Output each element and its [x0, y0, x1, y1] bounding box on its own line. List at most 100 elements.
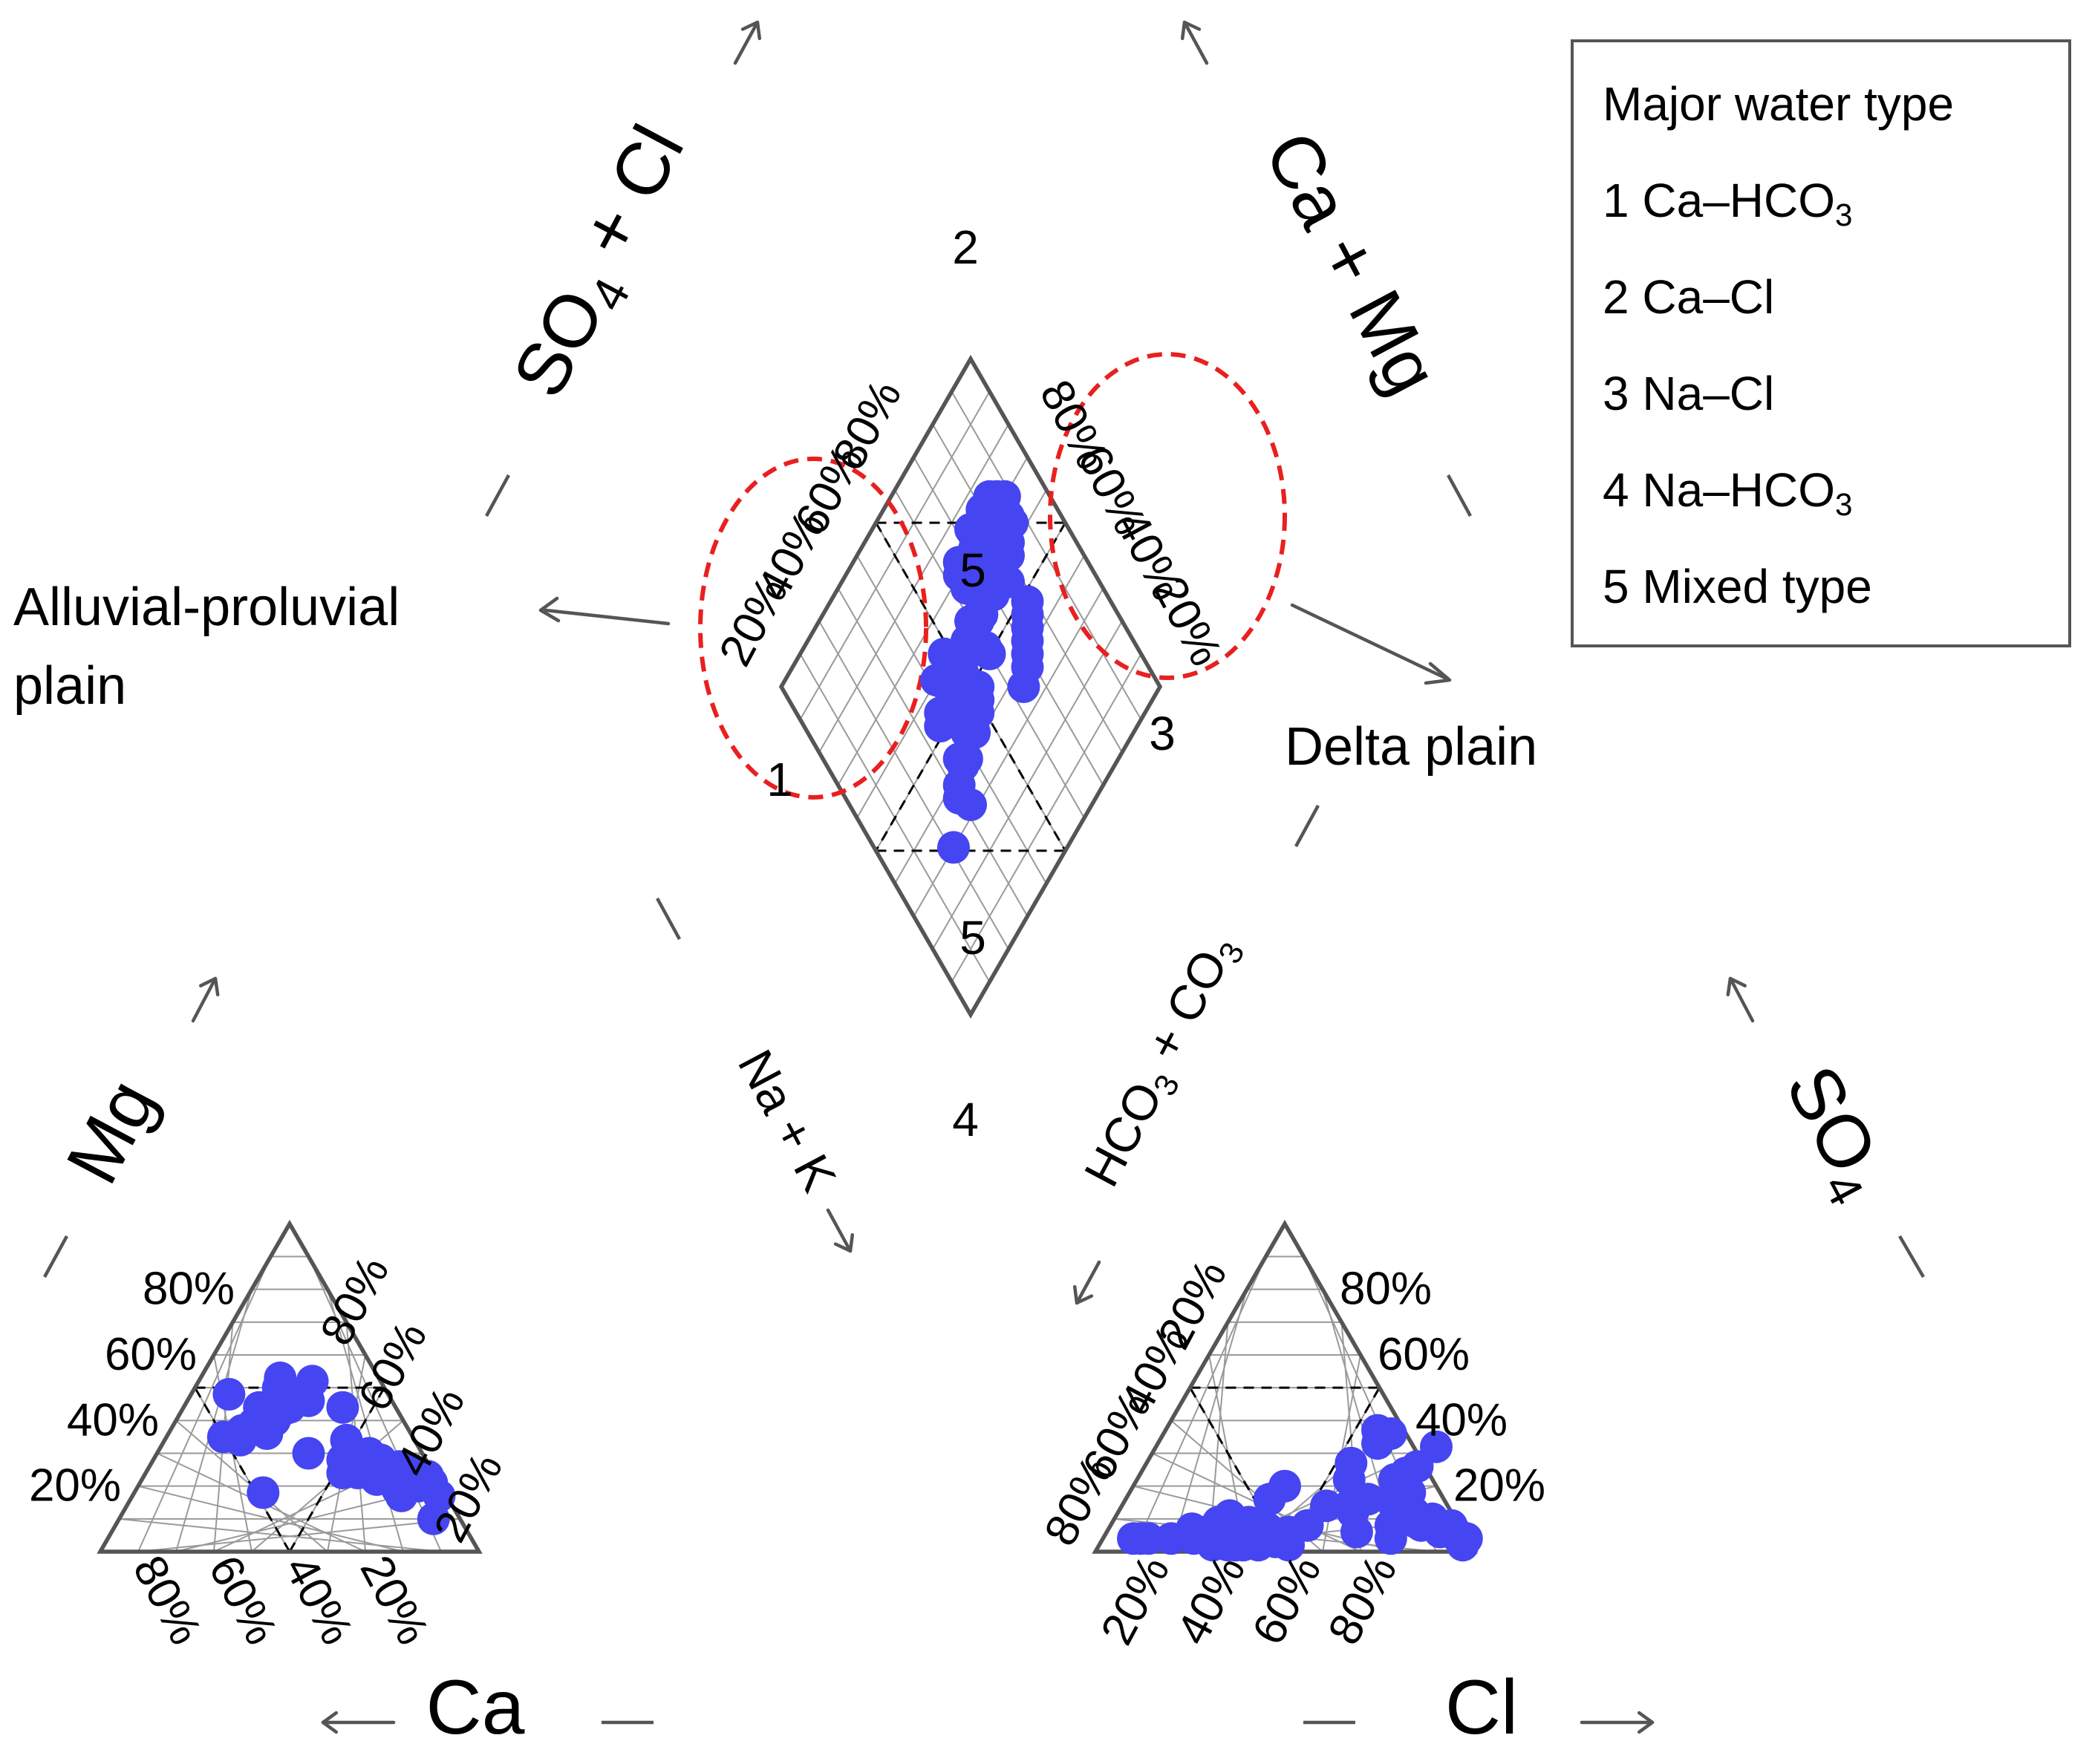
- zone-label-3: 3: [1149, 707, 1176, 760]
- diamond-sample-point: [965, 598, 999, 631]
- diamond-region-line: [875, 522, 1066, 852]
- hco3-axis-dash: [1294, 804, 1320, 848]
- diamond-sample-point: [962, 631, 995, 664]
- legend-box: [1571, 39, 2071, 647]
- tick-label-ca: 80%: [123, 1547, 212, 1653]
- zone-label-2: 2: [952, 220, 979, 274]
- anion-sample-point: [1374, 1417, 1407, 1450]
- diamond-sample-point: [950, 546, 983, 579]
- ca-mg-axis-dash: [1447, 474, 1472, 517]
- legend-item-4: 4 Na–HCO3: [1603, 463, 1853, 522]
- tick-label-cl: 80%: [1318, 1547, 1407, 1653]
- so4-cl-axis-arrow: [733, 20, 760, 65]
- ca-mg-axis-arrow: [1182, 20, 1209, 65]
- axis-arrows: [43, 20, 1925, 1734]
- alluvial-plain-circle: [698, 457, 928, 800]
- cation-sample-point: [417, 1502, 450, 1535]
- tick-label-so4: 40%: [1415, 1394, 1508, 1446]
- diamond-sample-point: [992, 565, 1025, 598]
- cation-region-line: [194, 1387, 291, 1552]
- zone-label-5-upper: 5: [959, 543, 986, 597]
- tick-label-mg: 80%: [143, 1264, 235, 1315]
- axis-title-so4: SO4: [1763, 1053, 1906, 1214]
- anion-sample-point: [1253, 1483, 1286, 1516]
- tick-label-ca: 40%: [275, 1547, 363, 1653]
- tick-label-cl: 20%: [1091, 1547, 1179, 1653]
- cation-sample-point: [250, 1417, 284, 1450]
- legend: Major water type 1 Ca–HCO3 2 Ca–Cl 3 Na–…: [1571, 39, 2071, 647]
- legend-item-3: 3 Na–Cl: [1603, 367, 1774, 420]
- axis-title-ca: Ca: [426, 1665, 525, 1751]
- diamond-sample-point: [954, 513, 987, 546]
- anion-region-line: [1283, 1387, 1381, 1552]
- mg-axis-arrow: [191, 976, 218, 1023]
- tick-label-so4: 20%: [1453, 1460, 1545, 1512]
- hco3-axis-arrow: [1075, 1260, 1101, 1305]
- anion-sample-point: [1332, 1489, 1366, 1523]
- cation-sample-point: [247, 1476, 280, 1509]
- legend-item-5: 5 Mixed type: [1603, 560, 1872, 613]
- so4-axis-arrow: [1728, 976, 1755, 1023]
- cation-sample-point: [326, 1391, 359, 1424]
- mg-axis-dash: [43, 1235, 68, 1278]
- cation-sample-point: [264, 1361, 297, 1394]
- anion-sample-point: [1340, 1515, 1373, 1549]
- axis-title-cl: Cl: [1445, 1665, 1518, 1751]
- annotation-alluvial-line2: plain: [13, 656, 126, 716]
- diamond-sample-point: [950, 742, 983, 776]
- so4-cl-axis-dash: [485, 474, 510, 517]
- delta-plain-circle: [1048, 352, 1287, 680]
- na-k-axis-dash: [656, 897, 681, 941]
- axis-title-hco3-co3: HCO3 + CO3: [1069, 925, 1257, 1198]
- tick-label-mg: 40%: [67, 1394, 159, 1446]
- cation-sample-point: [296, 1365, 329, 1398]
- tick-label-so4: 60%: [1378, 1329, 1470, 1380]
- cation-sample-point: [411, 1460, 445, 1493]
- legend-item-1: 1 Ca–HCO3: [1603, 174, 1853, 232]
- axis-title-so4-cl: SO4 + Cl: [491, 112, 713, 414]
- diamond-sample-point: [992, 500, 1025, 533]
- zone-label-5-lower: 5: [959, 911, 986, 964]
- cation-sample-point: [212, 1378, 246, 1411]
- diamond-gridline-b: [913, 587, 1104, 917]
- ca-axis-arrow-head: [321, 1711, 339, 1734]
- annotation-alluvial-arrowhead: [538, 596, 561, 623]
- tick-label-mg: 20%: [29, 1460, 121, 1512]
- zone-label-1: 1: [766, 753, 793, 806]
- anion-sample-point: [1399, 1506, 1432, 1539]
- axis-title-mg: Mg: [50, 1066, 172, 1196]
- diamond-sample-point: [924, 696, 957, 730]
- annotation-delta: Delta plain: [1285, 717, 1537, 777]
- diamond-outline: [778, 354, 1163, 1019]
- tick-label-mg: 60%: [105, 1329, 197, 1380]
- cation-outline: [97, 1219, 483, 1554]
- anion-sample-point: [1420, 1430, 1453, 1463]
- annotation-delta-pointer: [1290, 603, 1450, 682]
- axis-title-na-k: Na + K: [728, 1041, 847, 1200]
- anion-sample-point: [1310, 1489, 1343, 1523]
- so4-cl-axis-arrow-head: [740, 20, 762, 41]
- mg-axis-arrow-head: [199, 976, 220, 997]
- tick-label-ca: 20%: [351, 1547, 439, 1653]
- so4-axis-arrow-head: [1726, 976, 1747, 997]
- anion-sample-point: [1450, 1522, 1483, 1555]
- tick-label-ca: 60%: [199, 1547, 287, 1653]
- hco3-axis-arrow-head: [1072, 1284, 1094, 1305]
- ca-mg-axis-arrow-head: [1180, 20, 1202, 41]
- legend-title: Major water type: [1603, 77, 1954, 131]
- anion-sample-point: [1155, 1522, 1187, 1555]
- tick-label-cl: 40%: [1167, 1547, 1255, 1653]
- axis-title-ca-mg: Ca + Mg: [1248, 119, 1455, 408]
- legend-item-2: 2 Ca–Cl: [1603, 270, 1774, 324]
- diamond-sample-point: [937, 831, 970, 864]
- tick-labels: 20% 20%80%40% 40%60%60% 60%40%80% 80%20%80% 2…: [29, 372, 1545, 1653]
- so4-axis-dash: [1898, 1235, 1925, 1278]
- na-k-axis-arrow-head: [833, 1232, 855, 1253]
- zone-label-4: 4: [952, 1093, 979, 1146]
- highlight-circles: [698, 352, 1287, 800]
- sample-points: [206, 480, 1483, 1562]
- anion-sample-point: [1374, 1522, 1407, 1555]
- annotation-alluvial-pointer: [544, 608, 671, 626]
- anion-sample-point: [1132, 1522, 1165, 1555]
